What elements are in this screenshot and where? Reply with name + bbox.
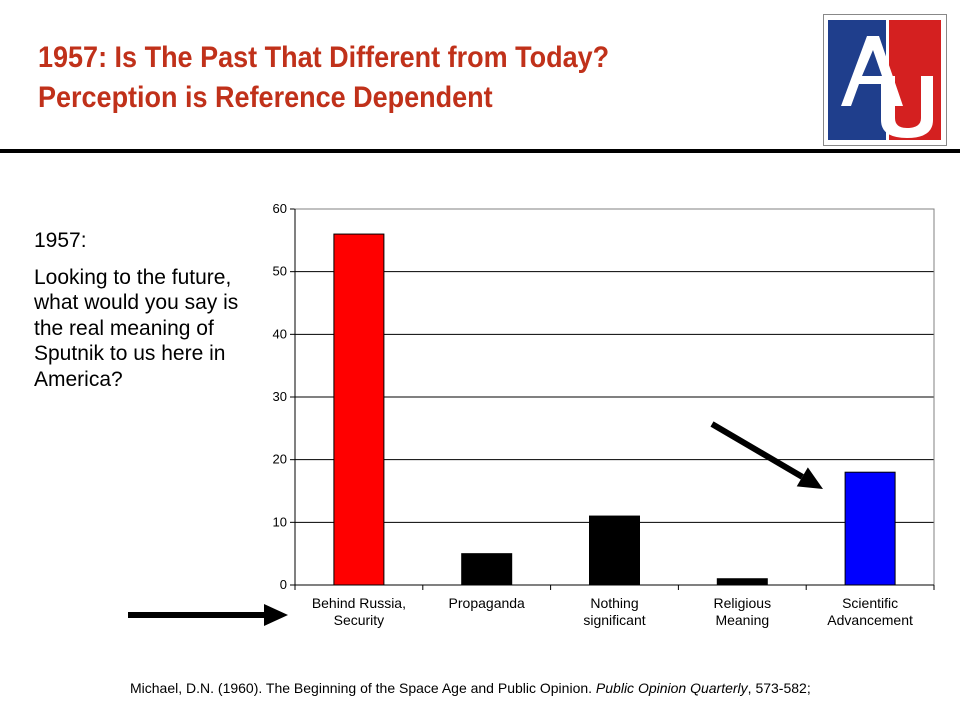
survey-question: 1957: Looking to the future, what would … xyxy=(34,228,244,403)
x-tick-label: Behind Russia, xyxy=(312,595,406,611)
y-tick-label: 0 xyxy=(280,577,287,592)
x-tick-label: Security xyxy=(334,612,385,628)
tick-labels: 0 10 20 30 40 50 60 Behind Russia,Security Propa… xyxy=(273,201,913,628)
x-tick-label: Propaganda xyxy=(449,595,526,611)
citation: Michael, D.N. (1960). The Beginning of t… xyxy=(130,680,811,696)
x-tick-label: Advancement xyxy=(827,612,913,628)
slide-title: 1957: Is The Past That Different from To… xyxy=(38,38,609,118)
y-tick-label: 40 xyxy=(273,326,287,341)
gridlines xyxy=(295,208,934,523)
x-tick-label: Scientific xyxy=(842,595,898,611)
citation-journal: Public Opinion Quarterly xyxy=(595,680,748,696)
x-tick-label: Nothing xyxy=(590,595,638,611)
x-tick-label: Religious xyxy=(714,595,772,611)
question-text: Looking to the future, what would you sa… xyxy=(34,265,239,391)
bar xyxy=(844,471,896,586)
bar xyxy=(589,515,640,586)
arrow-to-scientific-advancement-head xyxy=(796,467,823,489)
x-tick-label: significant xyxy=(583,612,645,628)
title-divider xyxy=(0,149,960,153)
arrow-to-category-axis-head xyxy=(264,604,288,626)
arrow-to-category-axis xyxy=(128,604,288,626)
citation-prefix: Michael, D.N. (1960). The Beginning of t… xyxy=(130,680,596,696)
bar xyxy=(716,578,768,586)
arrow-to-scientific-advancement-shaft xyxy=(710,421,804,480)
slide-title-line-1: 1957: Is The Past That Different from To… xyxy=(38,41,610,74)
bar-chart: 0 10 20 30 40 50 60 Behind Russia,Security Propa… xyxy=(128,201,935,628)
y-tick-label: 20 xyxy=(273,452,287,467)
bar xyxy=(461,553,513,586)
axes xyxy=(290,208,935,590)
bars xyxy=(333,233,896,586)
y-tick-label: 10 xyxy=(273,514,287,529)
question-year: 1957: xyxy=(34,229,87,252)
annotation-arrows xyxy=(128,421,823,626)
slide-title-line-2: Perception is Reference Dependent xyxy=(38,81,493,114)
arrow-to-scientific-advancement xyxy=(710,421,823,489)
x-tick-label: Meaning xyxy=(715,612,769,628)
bar xyxy=(333,233,385,586)
y-tick-label: 50 xyxy=(273,264,287,279)
y-tick-label: 30 xyxy=(273,389,287,404)
y-tick-label: 60 xyxy=(273,201,287,216)
american-university-logo xyxy=(823,14,947,146)
citation-suffix: , 573-582; xyxy=(747,680,811,696)
